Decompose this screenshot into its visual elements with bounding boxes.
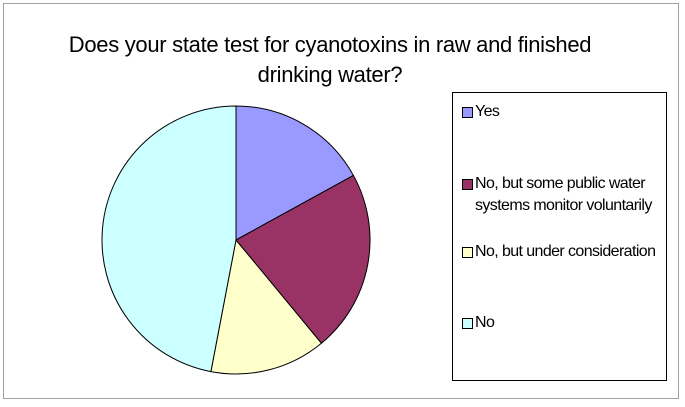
chart-frame bbox=[3, 3, 679, 399]
legend-swatch bbox=[462, 247, 473, 258]
chart-title: Does your state test for cyanotoxins in … bbox=[68, 32, 592, 87]
legend-item: No bbox=[462, 312, 662, 334]
legend-label: No, but under consideration bbox=[475, 243, 656, 260]
legend-item: No, but some public water systems monito… bbox=[462, 173, 662, 217]
pie-slice bbox=[235, 105, 355, 241]
pie-slice bbox=[210, 238, 323, 375]
legend-label: No bbox=[475, 314, 495, 331]
legend-swatch bbox=[462, 107, 473, 118]
legend-label: No, but some public water systems monito… bbox=[475, 175, 652, 214]
legend: Yes No, but some public water systems mon… bbox=[452, 92, 667, 381]
legend-swatch bbox=[462, 179, 473, 190]
legend-item: Yes bbox=[462, 101, 662, 123]
legend-item: No, but under consideration bbox=[462, 241, 662, 263]
legend-swatch bbox=[462, 318, 473, 329]
pie-slice bbox=[235, 174, 371, 344]
pie-slice bbox=[101, 105, 237, 373]
legend-label: Yes bbox=[475, 103, 500, 120]
